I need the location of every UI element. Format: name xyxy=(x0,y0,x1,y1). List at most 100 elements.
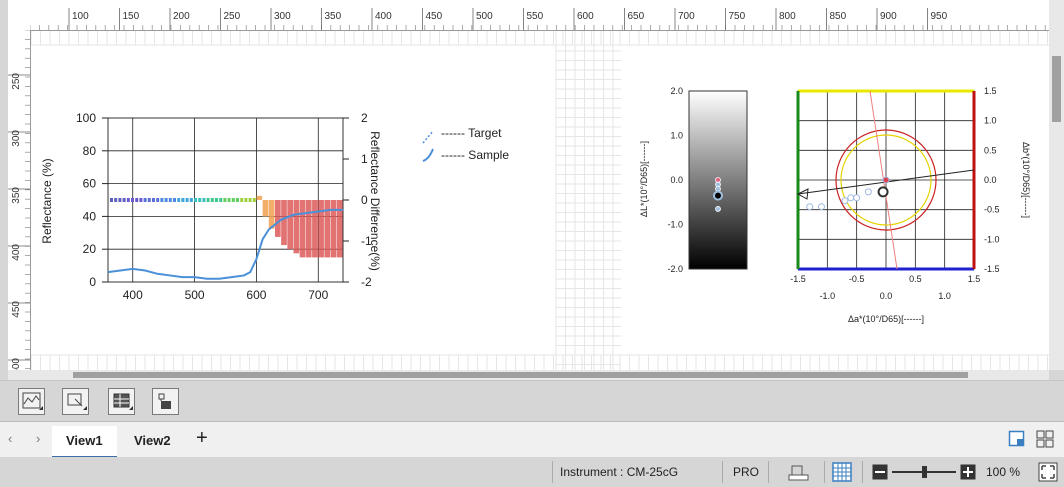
sample-legend-swatch xyxy=(422,148,434,162)
reflectance-tick-label: 80 xyxy=(83,144,97,158)
report-svg: 100 80 60 40 20 0 2 1 0 -1 -2 400 500 600 700 Reflec… xyxy=(31,31,1049,370)
ab-xlabel: Δa*(10°/D65)[------] xyxy=(848,314,924,324)
legend-target: ------ Target xyxy=(441,126,502,140)
multi-view-icon[interactable] xyxy=(1036,430,1054,448)
tab-next-icon[interactable]: › xyxy=(36,431,41,446)
ruler-label: 300 xyxy=(11,130,22,147)
ruler-horizontal: 100 150 200 250 300 350 400 450 500 550 600 650 700 7… xyxy=(30,8,1049,31)
target-marker xyxy=(215,198,218,202)
difference-tick-label: 2 xyxy=(361,111,368,125)
ab-ylabel: Δb*(10°/D65)[------] xyxy=(1021,142,1031,218)
ruler-label: 250 xyxy=(11,73,22,90)
target-marker xyxy=(223,198,227,202)
lightness-tick-label: -1.0 xyxy=(667,220,683,230)
single-view-icon[interactable] xyxy=(1008,430,1026,448)
ab-chart[interactable]: 1.51.00.50.0-0.5-1.0-1.5 -1.5 -0.5 0.5 1.5 … xyxy=(790,86,1031,324)
ruler-label: 600 xyxy=(577,11,594,22)
target-marker xyxy=(227,198,231,202)
difference-bar xyxy=(318,200,324,258)
target-marker xyxy=(240,198,244,202)
arrow-head-icon xyxy=(796,188,809,200)
horizontal-scroll-thumb[interactable] xyxy=(73,372,968,378)
reflectance-tick-label: 100 xyxy=(76,111,96,125)
report-page[interactable]: 100 80 60 40 20 0 2 1 0 -1 -2 400 500 600 700 Reflec… xyxy=(31,31,1049,370)
ruler-label: 400 xyxy=(375,11,392,22)
difference-bar xyxy=(293,200,300,254)
lightness-point xyxy=(713,190,723,201)
sample-curve xyxy=(107,208,343,280)
add-view-button[interactable]: + xyxy=(196,427,208,449)
difference-bar xyxy=(262,200,269,217)
lightness-chart[interactable]: 2.0 1.0 0.0 -1.0 -2.0 ΔL*(10°/D65)[------] xyxy=(639,86,748,274)
ruler-label: 450 xyxy=(426,11,443,22)
target-marker xyxy=(198,198,202,202)
target-marker xyxy=(248,198,252,202)
target-marker xyxy=(252,198,256,202)
ruler-label: 350 xyxy=(325,11,342,22)
ruler-label: 500 xyxy=(11,358,22,370)
ab-y-tick-label: -0.5 xyxy=(984,205,1000,215)
print-preview-icon[interactable] xyxy=(788,463,810,481)
zoom-slider[interactable] xyxy=(892,464,956,480)
ruler-label: 350 xyxy=(11,187,22,204)
reflectance-tick-label: 20 xyxy=(83,242,97,256)
tab-prev-icon[interactable]: ‹ xyxy=(8,431,13,446)
vertical-scroll-thumb[interactable] xyxy=(1052,56,1061,122)
ruler-label: 950 xyxy=(931,11,948,22)
target-marker xyxy=(244,198,248,202)
target-marker xyxy=(181,198,185,202)
ab-point xyxy=(817,203,825,211)
target-marker xyxy=(231,198,235,202)
lightness-tick-label: 2.0 xyxy=(670,86,683,96)
ab-point xyxy=(841,197,849,205)
horizontal-scrollbar[interactable] xyxy=(8,370,1049,380)
ab-x-tick-label: -1.0 xyxy=(820,291,836,301)
ab-x-tick-label: 1.5 xyxy=(968,274,981,284)
ruler-label: 400 xyxy=(11,244,22,261)
grid-toggle-icon[interactable] xyxy=(832,462,852,482)
wavelength-tick-label: 400 xyxy=(123,288,143,302)
table-button[interactable] xyxy=(108,388,135,415)
view-tab-bar: ‹ › View1 View2 + xyxy=(0,421,1064,458)
difference-bar xyxy=(287,200,294,250)
layout-button[interactable] xyxy=(152,388,179,415)
ruler-label: 700 xyxy=(678,11,695,22)
target-marker xyxy=(185,198,189,202)
ab-y-tick-label: -1.5 xyxy=(984,264,1000,274)
difference-bar xyxy=(299,200,306,258)
select-object-icon xyxy=(67,393,87,410)
tab-view2[interactable]: View2 xyxy=(134,433,171,448)
wavelength-tick-label: 500 xyxy=(185,288,205,302)
ruler-label: 200 xyxy=(173,11,190,22)
mode-status: PRO xyxy=(733,465,760,479)
ab-x-tick-label: -0.5 xyxy=(849,274,865,284)
target-marker xyxy=(219,198,223,202)
target-marker xyxy=(122,198,126,202)
ab-y-tick-label: -1.0 xyxy=(984,234,1000,244)
ruler-label: 300 xyxy=(274,11,291,22)
difference-bar xyxy=(324,200,331,258)
status-separator xyxy=(552,461,553,483)
ruler-vertical: 250 300 350 400 450 500 xyxy=(8,30,31,370)
target-marker xyxy=(236,198,239,202)
target-marker xyxy=(118,198,122,202)
vertical-scrollbar[interactable] xyxy=(1049,0,1064,370)
zoom-out-icon[interactable] xyxy=(872,464,888,480)
spectral-graph-icon xyxy=(22,392,43,410)
reflectance-chart[interactable]: 100 80 60 40 20 0 2 1 0 -1 -2 400 500 600 700 Reflec… xyxy=(40,111,382,302)
ab-x-tick-label: -1.5 xyxy=(790,274,806,284)
lightness-tick-label: -2.0 xyxy=(667,264,683,274)
ab-x-tick-label: 1.0 xyxy=(938,291,951,301)
zoom-in-icon[interactable] xyxy=(960,464,976,480)
tab-view1[interactable]: View1 xyxy=(52,426,117,458)
spectral-graph-button[interactable] xyxy=(18,388,45,415)
layout-icon xyxy=(158,393,171,409)
zoom-level: 100 % xyxy=(986,465,1021,479)
select-object-button[interactable] xyxy=(62,388,89,415)
target-marker xyxy=(168,198,172,202)
fit-to-window-icon[interactable] xyxy=(1038,462,1058,482)
ab-y-tick-label: 1.0 xyxy=(984,116,997,126)
lightness-ylabel: ΔL*(10°/D65)[------] xyxy=(639,141,649,217)
lightness-tick-label: 1.0 xyxy=(670,131,683,141)
